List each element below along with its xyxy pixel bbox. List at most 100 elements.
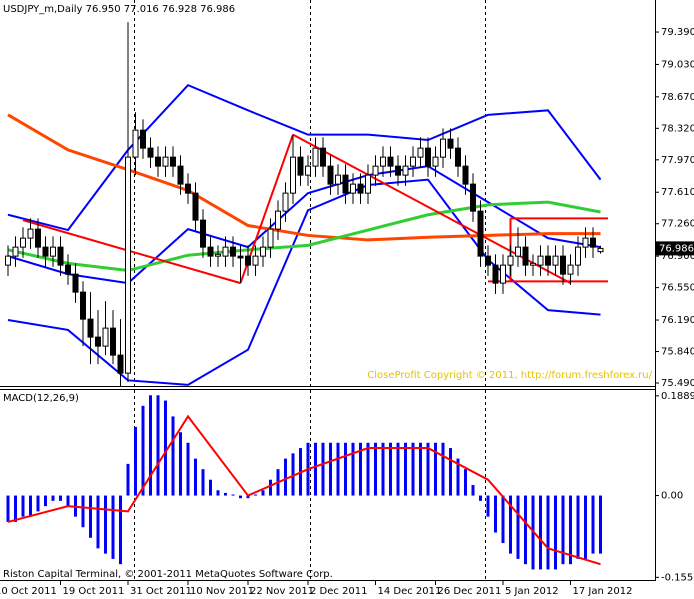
candle-body [387,156,394,167]
macd-bar [284,458,287,496]
candle-body [297,156,304,176]
candle-body [267,228,274,248]
macd-bar [584,495,587,559]
candle-body [320,147,326,167]
candle-body [492,264,499,284]
macd-bar [134,426,137,496]
candle-body [305,165,311,176]
macd-bar [569,495,572,565]
candle-body [50,246,56,257]
candle-body [522,246,529,266]
macd-bar [411,442,415,496]
candle-body [110,327,116,356]
y-tick-label: 77.970 [661,155,694,166]
x-tick-label: 14 Dec 2011 [378,586,442,597]
candle-body [500,264,506,284]
macd-bar [126,463,130,496]
macd-bar [539,495,542,570]
macd-bar [156,395,160,496]
y-tick-label: 0.00 [661,491,683,502]
macd-bar [314,442,317,496]
macd-bar [269,479,272,496]
macd-bar [6,495,10,522]
x-tick-label: 2 Dec 2011 [310,586,368,597]
indicator-line [7,165,601,285]
candle-body [237,255,244,259]
candle-body [200,219,206,248]
macd-bar [66,495,70,507]
candle-body [192,192,199,221]
macd-bar [396,442,400,496]
macd-bar [119,495,122,565]
candle-body [357,183,364,194]
price-marker [656,241,694,256]
x-tick-label: 31 Oct 2011 [130,586,192,597]
candle-body [132,129,139,158]
candle-body [185,183,191,194]
candle-body [57,246,64,266]
candle-body [20,237,26,248]
indicator-line [7,113,601,242]
candle-body [552,255,559,266]
candle-body [215,253,221,257]
candle-body [380,156,386,167]
y-tick-label: 77.260 [661,219,694,230]
macd-bar [216,490,220,496]
trend-line [22,219,241,285]
macd-label: MACD(12,26,9) [3,393,79,404]
footer: Riston Capital Terminal, © 2001-2011 Met… [3,569,333,580]
macd-bar [359,442,362,496]
candle-body [95,336,101,347]
candle-body [417,147,424,158]
candle-body [147,147,154,158]
macd-bar [554,495,557,570]
macd-bar [171,416,175,496]
macd-bar [51,495,55,501]
macd-bar [441,442,445,496]
candle-body [590,237,596,248]
macd-bar [501,495,505,544]
x-tick-label: 10 Nov 2011 [190,586,254,597]
macd-bar [576,495,580,559]
x-tick-label: 22 Nov 2011 [250,586,314,597]
candle-body [207,246,214,257]
candle-body [537,255,544,266]
y-tick-label: 0.1889 [661,391,694,402]
candle-body [350,183,356,194]
macd-bar [456,458,460,496]
y-tick-label: 79.390 [661,27,694,38]
candle-body [432,156,439,167]
macd-bar [141,405,145,496]
candle-body [177,165,184,185]
x-tick-label: 5 Jan 2012 [505,586,559,597]
macd-bar [111,495,115,559]
candle-body [117,354,124,374]
macd-bar [104,495,107,554]
macd-bar [201,469,205,496]
macd-bar [194,458,197,496]
macd-bar [381,442,385,496]
macd-bar [494,495,497,533]
macd-bar [231,494,235,496]
macd-bar [81,495,85,528]
candle-body [447,138,454,149]
candle-body [12,246,19,257]
macd-bar [261,490,265,496]
indicator-line [7,178,601,386]
y-tick-label: 78.670 [661,92,694,103]
macd-bar [36,495,40,512]
chart-title: USDJPY_m,Daily 76.950 77.016 76.928 76.9… [3,4,235,15]
candle-body [440,138,446,158]
candle-body [42,246,49,257]
price-label: 76.986 [659,243,694,254]
macd-bar [239,495,242,499]
y-tick-label: 79.030 [661,59,694,70]
candle-body [252,255,259,266]
macd-bar [389,442,392,496]
candle-body [365,174,371,194]
x-tick-label: 17 Jan 2012 [573,586,633,597]
macd-bar [224,492,227,496]
macd-bar [291,453,295,496]
candle-body [312,147,319,167]
y-tick-label: 76.190 [661,315,694,326]
